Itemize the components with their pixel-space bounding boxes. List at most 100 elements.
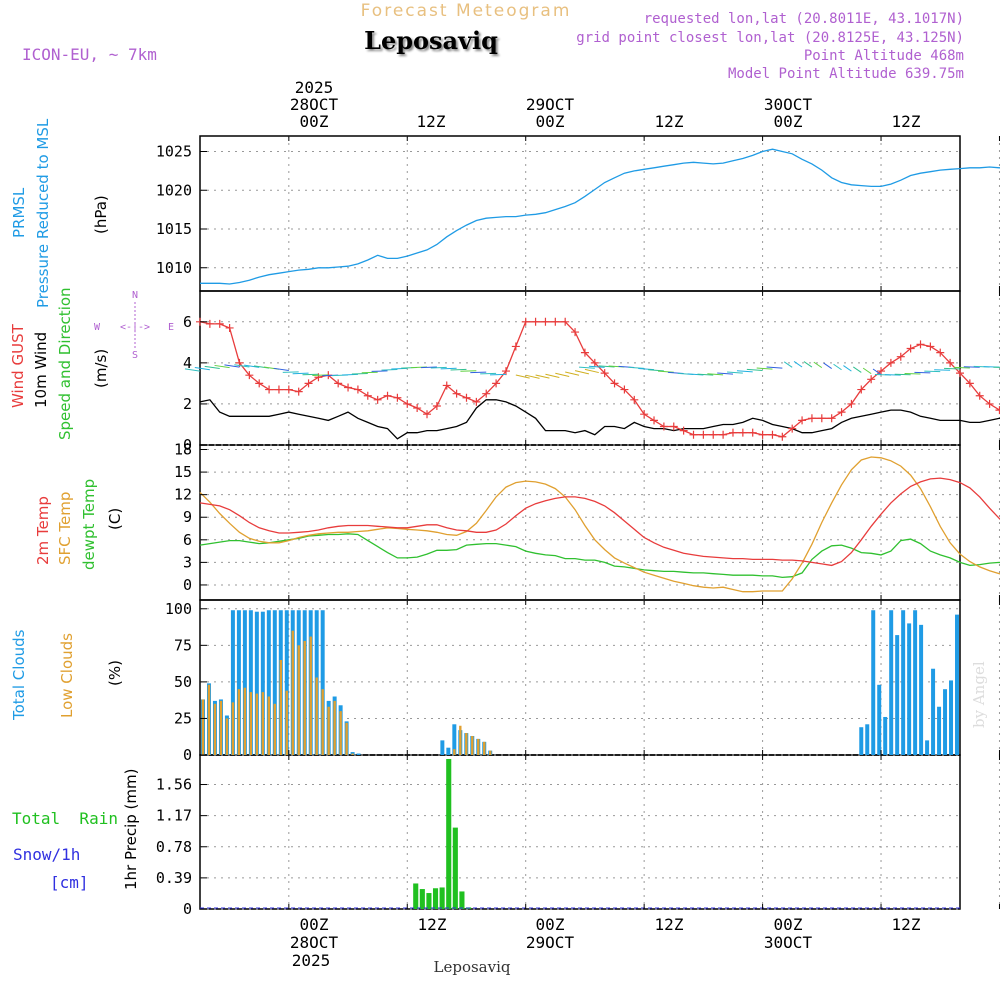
pressure-line <box>200 148 1000 285</box>
footer-location: Leposaviq <box>434 958 511 976</box>
sfc-temp-line <box>199 456 1000 593</box>
gust-marker <box>255 379 264 388</box>
rain-bar <box>432 888 439 909</box>
gust-marker <box>501 367 510 376</box>
dewpt-line <box>199 533 1000 579</box>
wind-arrow <box>872 368 882 375</box>
top-tick-hour-4: 12Z <box>655 112 684 131</box>
gust-marker <box>344 383 353 392</box>
gust-marker <box>551 317 560 326</box>
gust-marker <box>452 389 461 398</box>
gust-marker <box>768 430 777 439</box>
wind-arrow <box>579 366 595 369</box>
pressure-tick-label: 1020 <box>156 181 192 199</box>
gust-marker <box>699 430 708 439</box>
gust-marker <box>225 323 234 332</box>
dewpt-label: dewpt Temp <box>80 479 98 570</box>
wind-arrow <box>904 372 921 375</box>
pressure-tick-label: 1025 <box>156 143 192 161</box>
top-tick-hour-5: 00Z <box>774 112 803 131</box>
bottom-time-axis: 00Z 28OCT 2025 12Z 00Z 29OCT 12Z 00Z 30O… <box>290 915 921 970</box>
wind-arrow <box>420 366 437 369</box>
speed-direction-label: Speed and Direction <box>56 287 74 440</box>
temp-tick-label: 15 <box>174 463 192 481</box>
low-cloud-bar <box>273 703 276 755</box>
gust-marker <box>511 342 520 351</box>
gust-line <box>199 321 1000 438</box>
gust-marker <box>817 414 826 423</box>
low-cloud-bar <box>291 630 294 755</box>
total-cloud-bar <box>901 610 906 755</box>
point-altitude: Point Altitude 468m <box>804 48 964 64</box>
total-cloud-bar <box>266 610 271 755</box>
total-cloud-bar <box>248 610 253 755</box>
pressure-tick-label: 1010 <box>156 259 192 277</box>
wind-arrow <box>234 364 250 368</box>
gust-marker <box>541 317 550 326</box>
gridpoint-coords: grid point closest lon,lat (20.8125E, 43… <box>576 30 964 46</box>
temp-tick-label: 3 <box>183 553 192 571</box>
wind-arrow <box>963 366 980 368</box>
gust-marker <box>373 395 382 404</box>
gust-marker <box>679 426 688 435</box>
rain-bar <box>446 758 452 909</box>
low-cloud-bar <box>201 699 205 755</box>
precip-unit-label: 1hr Precip (mm) <box>122 769 140 890</box>
model-altitude: Model Point Altitude 639.75m <box>728 66 964 82</box>
gust-marker <box>403 399 412 408</box>
gust-marker <box>462 393 471 402</box>
wind-arrow <box>535 374 550 379</box>
gust-marker <box>788 424 797 433</box>
gust-marker <box>798 416 807 425</box>
wind-arrow <box>525 374 540 379</box>
gust-marker <box>590 358 599 367</box>
gust-marker <box>669 422 678 431</box>
low-cloud-bar <box>285 690 288 755</box>
prmsl-label: PRMSL <box>10 187 28 238</box>
temp-tick-label: 6 <box>183 531 192 549</box>
gust-marker <box>689 430 698 439</box>
total-cloud-bar <box>859 727 864 755</box>
low-cloud-bar <box>219 700 223 755</box>
wind-arrow <box>371 370 388 372</box>
wind-speed-line <box>199 399 1000 440</box>
rain-bar <box>426 893 432 909</box>
bottom-tick-date-1: 28OCT <box>290 933 339 952</box>
gust-marker <box>265 385 274 394</box>
top-tick-hour-1: 00Z <box>300 112 329 131</box>
clouds-tick-label: 75 <box>174 636 192 654</box>
total-cloud-bar <box>925 740 930 755</box>
bottom-tick-date-2: 29OCT <box>526 933 575 952</box>
gust-marker <box>442 381 451 390</box>
wind-arrow <box>584 368 599 374</box>
total-cloud-bar <box>937 706 942 755</box>
gust-marker <box>946 358 955 367</box>
wind-arrow <box>833 363 842 371</box>
wind-label: 10m Wind <box>32 332 50 408</box>
wind-arrow <box>727 371 743 374</box>
total-cloud-bar <box>320 610 325 755</box>
gust-marker <box>709 430 718 439</box>
wind-arrow <box>707 373 724 376</box>
gust-marker <box>363 391 372 400</box>
wind-arrow <box>638 367 655 371</box>
gust-marker <box>640 410 649 419</box>
total-cloud-bar <box>272 610 277 755</box>
gust-marker <box>423 410 432 419</box>
wind-arrow <box>862 367 872 375</box>
total-cloud-bar <box>871 610 876 755</box>
gust-marker <box>492 379 501 388</box>
rain-bar <box>413 883 419 909</box>
temp-tick-label: 9 <box>183 508 192 526</box>
temp-tick-label: 12 <box>174 486 192 504</box>
gust-marker <box>857 385 866 394</box>
precip-tick-label: 0.39 <box>156 869 192 887</box>
wind-arrow <box>934 369 951 371</box>
wind-arrow <box>440 367 457 370</box>
wind-arrow <box>924 370 941 373</box>
bottom-tick-hour-3: 00Z <box>536 915 565 934</box>
wind-arrow <box>574 370 590 375</box>
wind-arrow <box>598 365 615 368</box>
wind-arrow <box>381 369 398 371</box>
bottom-tick-year: 2025 <box>292 951 331 970</box>
